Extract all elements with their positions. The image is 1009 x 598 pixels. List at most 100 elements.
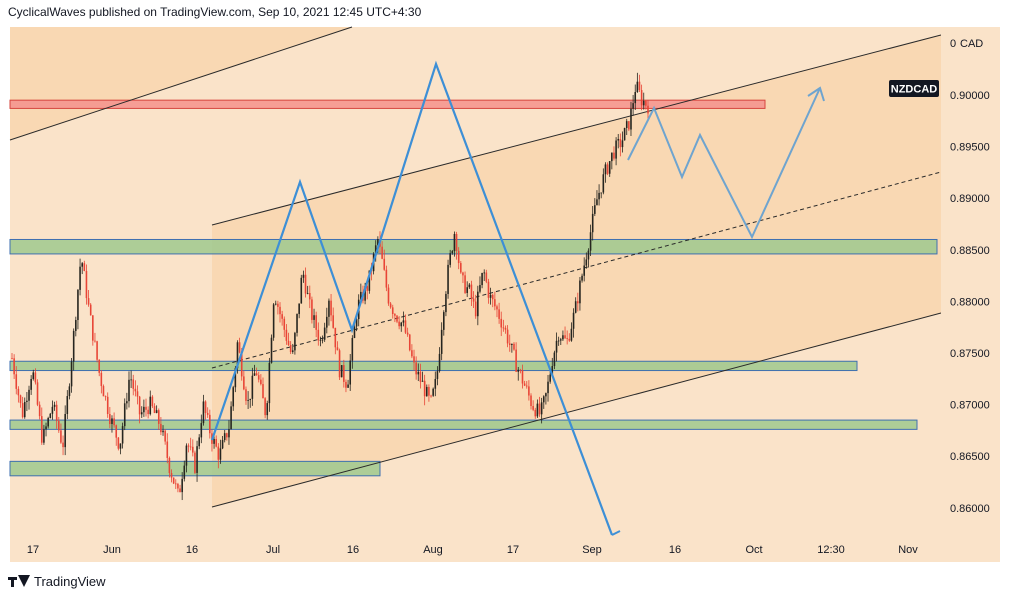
- candle-body: [474, 301, 477, 317]
- candle-body: [253, 373, 256, 376]
- candle-body: [283, 318, 286, 330]
- candle-body: [213, 439, 215, 444]
- candle-body: [291, 350, 294, 352]
- candle-body: [611, 152, 613, 162]
- candle-body: [119, 443, 122, 449]
- footer-brand[interactable]: TradingView: [8, 571, 106, 591]
- candle-body: [453, 233, 456, 252]
- candle-body: [402, 320, 405, 323]
- candle-body: [477, 291, 479, 317]
- candle-body: [647, 105, 649, 114]
- candle-body: [102, 386, 105, 397]
- candle-body: [451, 251, 454, 254]
- candle-body: [270, 337, 273, 363]
- price-tick-label: 0.86000: [950, 503, 990, 515]
- candle-body: [551, 366, 554, 375]
- candle-body: [30, 378, 32, 390]
- candle-body: [81, 263, 83, 267]
- candle-body: [130, 379, 132, 381]
- candle-body: [321, 339, 324, 341]
- candle-body: [472, 298, 475, 302]
- candle-body: [521, 370, 524, 384]
- candle-body: [230, 406, 232, 430]
- candle-body: [319, 339, 322, 341]
- candle-body: [160, 423, 162, 433]
- candle-body: [75, 320, 77, 331]
- candle-body: [625, 121, 628, 129]
- candle-body: [111, 418, 113, 424]
- candle-body: [185, 445, 188, 466]
- candle-body: [430, 395, 432, 397]
- candle-body: [164, 430, 166, 442]
- candle-body: [432, 388, 434, 396]
- candle-body: [436, 371, 439, 379]
- candle-body: [279, 306, 281, 315]
- candle-body: [49, 413, 52, 418]
- candle-body: [340, 365, 343, 378]
- candle-body: [460, 263, 462, 273]
- candle-body: [425, 386, 428, 397]
- candle-body: [126, 401, 128, 404]
- candle-body: [140, 412, 143, 415]
- candle-body: [394, 314, 396, 316]
- wave-lines: [210, 60, 825, 536]
- candle-body: [77, 289, 79, 321]
- candle-body: [470, 284, 473, 299]
- candle-body: [511, 343, 513, 345]
- candle-body: [594, 205, 596, 214]
- candle-body: [296, 314, 298, 333]
- candle-body: [287, 340, 290, 345]
- candle-body: [536, 403, 539, 417]
- price-tick-label: 0.86500: [950, 451, 990, 463]
- candle-body: [528, 386, 530, 396]
- brand-name: TradingView: [34, 573, 106, 589]
- candle-body: [121, 426, 124, 444]
- candle-body: [264, 398, 266, 416]
- time-tick-label: Nov: [898, 544, 918, 556]
- candle-body: [421, 380, 424, 382]
- candle-body: [445, 293, 447, 313]
- candle-body: [236, 342, 239, 369]
- candle-body: [438, 353, 441, 372]
- price-tick-label: 0.88000: [950, 296, 990, 308]
- candle-body: [532, 406, 534, 410]
- candle-body: [302, 274, 305, 278]
- candle-body: [642, 100, 645, 106]
- zone-resistance-0: [9, 99, 766, 109]
- zones-layer: [9, 99, 938, 477]
- candle-body: [513, 343, 515, 350]
- candle-body: [638, 81, 641, 91]
- candle-body: [583, 265, 585, 276]
- candle-body: [568, 338, 571, 341]
- candle-body: [415, 362, 417, 375]
- candle-body: [151, 396, 154, 407]
- candle-body: [11, 358, 13, 359]
- candle-body: [223, 433, 226, 441]
- candle-body: [549, 374, 551, 382]
- candle-body: [530, 395, 532, 407]
- candle-body: [506, 329, 509, 344]
- candle-body: [343, 365, 345, 382]
- candle-body: [34, 372, 37, 383]
- candle-body: [566, 338, 568, 339]
- symbol-label: NZDCAD: [891, 84, 937, 96]
- candle-body: [153, 406, 156, 413]
- candle-body: [366, 286, 369, 291]
- candle-body: [21, 403, 24, 418]
- candle-body: [581, 275, 583, 281]
- zone-support-2: [9, 360, 858, 372]
- time-tick-label: Oct: [745, 544, 762, 556]
- time-tick-label: 16: [186, 544, 198, 556]
- candle-body: [428, 386, 430, 396]
- candle-body: [300, 277, 303, 304]
- candle-body: [519, 369, 522, 371]
- candle-body: [179, 488, 181, 493]
- candle-body: [632, 103, 634, 109]
- tradingview-logo-icon: [8, 575, 30, 587]
- projection-path: [627, 87, 821, 240]
- candle-body: [496, 306, 498, 310]
- candle-body: [447, 264, 449, 294]
- candle-body: [323, 327, 326, 340]
- candle-body: [572, 312, 575, 329]
